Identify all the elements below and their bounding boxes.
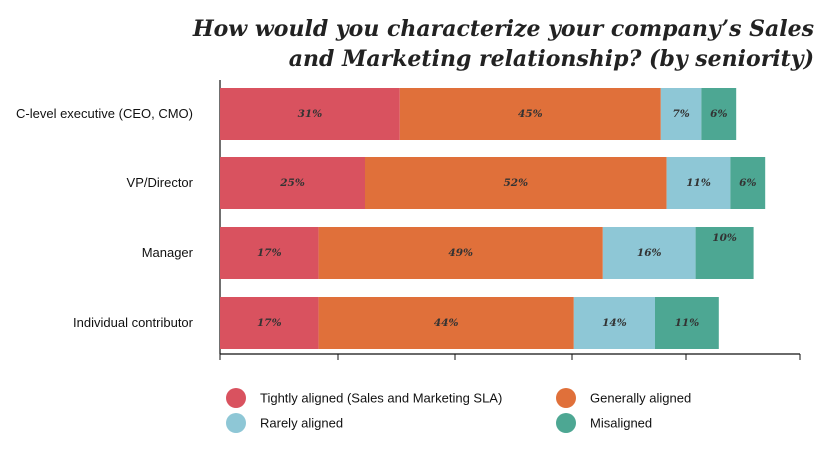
- data-label: 14%: [602, 317, 627, 329]
- bar-segment: [695, 227, 754, 279]
- legend-label: Misaligned: [590, 416, 652, 431]
- data-label: 11%: [686, 177, 711, 189]
- bar-segment: [220, 88, 400, 140]
- legend-label: Generally aligned: [590, 391, 691, 406]
- legend-label: Rarely aligned: [260, 416, 343, 431]
- legend-swatch: [226, 388, 246, 408]
- data-label: 10%: [712, 232, 737, 244]
- category-label: Individual contributor: [73, 315, 194, 330]
- data-label: 6%: [739, 177, 756, 189]
- bar-segment: [660, 88, 702, 140]
- data-label: 45%: [518, 108, 543, 120]
- legend-label: Tightly aligned (Sales and Marketing SLA…: [260, 391, 502, 406]
- legend-swatch: [556, 413, 576, 433]
- bar-segment: [318, 227, 603, 279]
- data-label: 44%: [434, 317, 459, 329]
- category-label: VP/Director: [127, 175, 194, 190]
- bar-segment: [220, 297, 319, 349]
- bar-segment: [730, 157, 766, 209]
- bar-segment: [573, 297, 655, 349]
- bar-segment: [602, 227, 696, 279]
- legend-swatch: [226, 413, 246, 433]
- plot-area: C-level executive (CEO, CMO) 31% 45% 7% 6% VP…: [16, 80, 801, 360]
- bar-segment: [655, 297, 719, 349]
- data-label: 49%: [448, 247, 473, 259]
- bar-segment: [365, 157, 667, 209]
- chart-title-line-2: and Marketing relationship? (by seniorit…: [289, 46, 814, 72]
- data-label: 11%: [675, 317, 700, 329]
- bar-segment: [220, 227, 319, 279]
- legend-swatch: [556, 388, 576, 408]
- category-label: C-level executive (CEO, CMO): [16, 106, 193, 121]
- chart-title-line-1: How would you characterize your company’…: [192, 16, 814, 42]
- bar-segment: [666, 157, 731, 209]
- data-label: 52%: [504, 177, 529, 189]
- data-label: 7%: [672, 108, 689, 120]
- category-label: Manager: [142, 245, 194, 260]
- bar-segment: [220, 157, 365, 209]
- bar-segment: [399, 88, 661, 140]
- bar-segment: [318, 297, 574, 349]
- data-label: 25%: [279, 177, 305, 189]
- legend: Tightly aligned (Sales and Marketing SLA…: [226, 388, 691, 433]
- bar-segment: [701, 88, 737, 140]
- data-label: 17%: [257, 247, 282, 259]
- data-label: 6%: [710, 108, 727, 120]
- data-label: 31%: [298, 108, 323, 120]
- data-label: 16%: [637, 247, 662, 259]
- data-label: 17%: [257, 317, 282, 329]
